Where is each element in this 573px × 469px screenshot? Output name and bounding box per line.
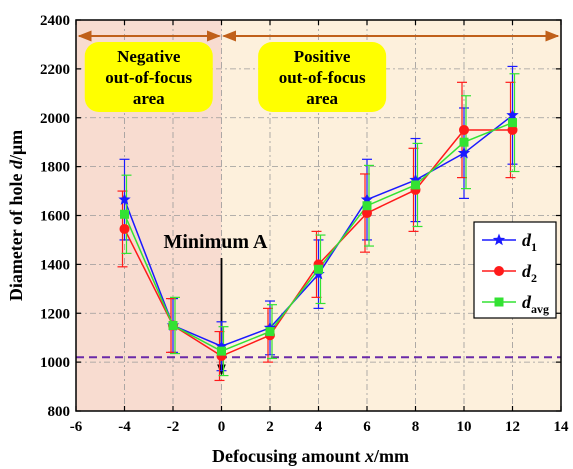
data-point-d1 <box>409 173 422 186</box>
x-tick-label: 8 <box>412 419 420 435</box>
data-point-davg <box>508 118 517 128</box>
y-tick-label: 2200 <box>40 62 70 78</box>
positive-region-label: area <box>306 89 338 108</box>
data-point-d1 <box>118 193 131 205</box>
legend-marker-davg <box>494 297 504 307</box>
y-axis-label: Diameter of hole d/μm <box>6 130 26 301</box>
positive-region-label-box <box>258 42 387 112</box>
data-point-davg <box>120 209 129 219</box>
data-point-d1 <box>506 108 519 121</box>
data-point-d2 <box>119 223 130 234</box>
legend-marker-d2 <box>494 266 504 276</box>
x-tick-label: 2 <box>266 419 274 435</box>
x-axis-label: Defocusing amount x/mm <box>212 446 409 466</box>
annotation-minimum-a: Minimum A <box>164 231 268 253</box>
negative-region-label: out-of-focus <box>105 68 192 87</box>
x-tick-label: 12 <box>505 419 520 435</box>
x-tick-label: -6 <box>70 419 83 435</box>
data-point-d2 <box>362 208 372 219</box>
data-point-davg <box>362 201 372 211</box>
x-tick-label: 14 <box>554 419 570 435</box>
legend-marker-d1 <box>492 233 506 246</box>
positive-region-label: Positive <box>294 47 351 66</box>
y-tick-label: 1400 <box>40 257 70 273</box>
y-tick-label: 2400 <box>40 13 70 29</box>
data-point-d1 <box>215 339 228 352</box>
y-tick-label: 1200 <box>40 306 70 322</box>
data-point-davg <box>265 327 275 337</box>
legend-label-d1: d1 <box>522 230 537 254</box>
data-point-d1 <box>360 193 374 205</box>
x-tick-label: 6 <box>363 419 371 435</box>
y-tick-label: 2000 <box>40 111 70 127</box>
data-point-davg <box>314 264 323 274</box>
positive-region-label: out-of-focus <box>279 68 366 87</box>
x-tick-label: -4 <box>118 419 131 435</box>
x-tick-label: 4 <box>315 419 323 435</box>
negative-region-label: area <box>133 89 165 108</box>
negative-region-label-box <box>84 42 213 112</box>
data-point-d1 <box>457 146 471 159</box>
data-point-d2 <box>507 124 518 135</box>
data-point-davg <box>411 180 420 190</box>
legend-label-d2: d2 <box>522 261 537 285</box>
data-point-davg <box>217 346 226 356</box>
x-tick-label: 0 <box>218 419 226 435</box>
x-tick-label: -2 <box>167 419 180 435</box>
data-point-davg <box>168 320 178 330</box>
y-tick-label: 1000 <box>40 355 70 371</box>
y-tick-label: 1800 <box>40 160 70 176</box>
y-tick-label: 800 <box>48 404 71 420</box>
data-point-d2 <box>459 124 469 135</box>
y-tick-label: 1600 <box>40 209 70 225</box>
data-point-davg <box>459 137 469 147</box>
legend-label-davg: davg <box>522 292 549 316</box>
x-tick-label: 10 <box>457 419 472 435</box>
negative-region-label: Negative <box>117 47 181 66</box>
